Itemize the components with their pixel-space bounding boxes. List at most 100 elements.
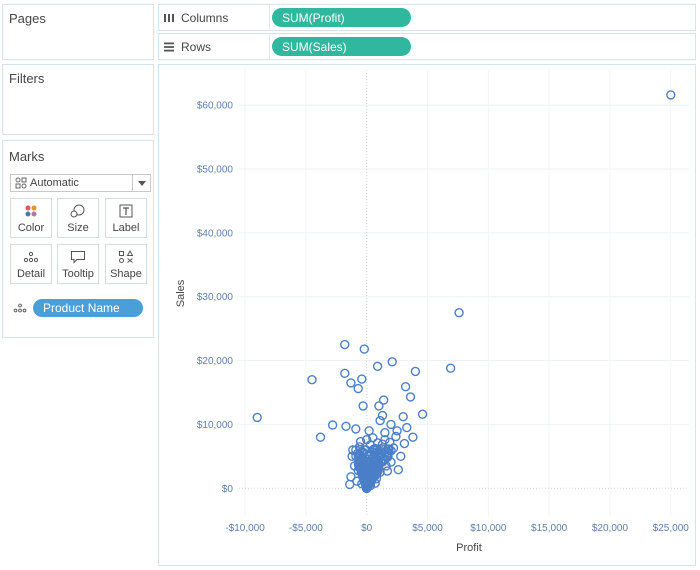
rows-label: Rows — [181, 40, 212, 54]
scatter-point[interactable] — [346, 378, 356, 388]
pages-card[interactable]: Pages — [2, 4, 154, 60]
scatter-point[interactable] — [398, 412, 408, 422]
scatter-point[interactable] — [252, 412, 262, 423]
mark-type-value: Automatic — [30, 177, 79, 189]
scatter-point[interactable] — [351, 424, 361, 434]
rows-icon — [164, 42, 174, 52]
scatter-point[interactable] — [391, 431, 401, 442]
scatter-point[interactable] — [370, 478, 380, 488]
automatic-icon — [15, 177, 27, 189]
size-button[interactable]: Size — [57, 198, 99, 238]
scatter-point[interactable] — [378, 395, 389, 405]
marks-title: Marks — [9, 149, 45, 164]
scatter-point[interactable] — [402, 422, 412, 433]
sum-sales-pill[interactable]: SUM(Sales) — [272, 37, 411, 56]
scatter-point[interactable] — [365, 481, 376, 491]
scatter-point[interactable] — [355, 456, 366, 467]
scatter-point[interactable] — [359, 344, 370, 354]
scatter-point[interactable] — [340, 339, 350, 350]
mark-type-dropdown[interactable]: Automatic — [10, 174, 151, 192]
scatter-point[interactable] — [388, 443, 399, 453]
columns-shelf-label-group: Columns — [163, 11, 228, 25]
scatter-point[interactable] — [380, 435, 390, 445]
scatter-point[interactable] — [358, 459, 368, 469]
rows-shelf[interactable]: Rows SUM(Sales) — [158, 33, 696, 60]
shape-button[interactable]: Shape — [105, 244, 147, 284]
y-tick-label: $10,000 — [197, 420, 234, 431]
zero-lines — [239, 70, 689, 517]
scatter-point[interactable] — [393, 465, 404, 475]
filters-card[interactable]: Filters — [2, 64, 154, 135]
scatter-point[interactable] — [364, 465, 374, 476]
detail-button[interactable]: Detail — [10, 244, 52, 284]
scatter-point[interactable] — [372, 361, 383, 371]
columns-shelf[interactable]: Columns SUM(Profit) — [158, 4, 696, 31]
scatter-point[interactable] — [353, 383, 363, 394]
data-points[interactable] — [252, 90, 676, 493]
product-name-pill[interactable]: Product Name — [33, 299, 143, 317]
y-tick-label: $20,000 — [197, 356, 234, 367]
scatter-point[interactable] — [374, 401, 384, 411]
x-tick-label: $25,000 — [653, 523, 690, 534]
scatter-point[interactable] — [408, 432, 418, 442]
label-button[interactable]: Label — [105, 198, 147, 238]
scatter-point[interactable] — [340, 368, 350, 378]
x-axis-ticks: -$10,000 -$5,000 $0 $5,000 $10,000 $15,000 $20… — [225, 523, 689, 534]
scatter-point[interactable] — [355, 436, 366, 447]
scatter-point[interactable] — [361, 435, 372, 445]
color-button[interactable]: Color — [10, 198, 52, 238]
scatter-point[interactable] — [387, 357, 397, 367]
scatter-point[interactable] — [341, 421, 351, 431]
x-tick-label: $0 — [361, 523, 373, 534]
x-tick-label: -$10,000 — [225, 523, 265, 534]
scatter-point[interactable] — [400, 382, 411, 392]
scatter-point[interactable] — [396, 451, 406, 461]
scatter-point[interactable] — [307, 375, 317, 385]
scatter-point[interactable] — [410, 366, 421, 377]
y-tick-label: $40,000 — [197, 228, 234, 239]
scatter-point[interactable] — [377, 410, 388, 421]
y-tick-label: $30,000 — [197, 292, 234, 303]
scatter-point[interactable] — [351, 445, 361, 455]
tooltip-button[interactable]: Tooltip — [57, 244, 99, 284]
scatter-point[interactable] — [353, 465, 363, 476]
scatter-point[interactable] — [358, 401, 368, 411]
scatter-point[interactable] — [417, 409, 428, 419]
scatter-point[interactable] — [405, 392, 416, 402]
rows-shelf-label-group: Rows — [163, 40, 211, 54]
scatter-point[interactable] — [374, 452, 384, 462]
x-tick-label: $15,000 — [531, 523, 568, 534]
scatter-point[interactable] — [380, 428, 390, 438]
y-axis-ticks: $0 $10,000 $20,000 $30,000 $40,000 $50,000 $60… — [197, 101, 234, 495]
scatter-point[interactable] — [454, 307, 464, 318]
scatter-point[interactable] — [666, 90, 676, 100]
scatter-point[interactable] — [352, 476, 362, 486]
marks-card: Marks Automatic Color — [2, 140, 154, 338]
scatter-plot[interactable]: $0 $10,000 $20,000 $30,000 $40,000 $50,000 $60… — [159, 65, 695, 565]
scatter-point[interactable] — [327, 420, 338, 430]
detail-label: Detail — [16, 268, 46, 280]
scatter-point[interactable] — [377, 439, 388, 449]
scatter-point[interactable] — [375, 415, 385, 426]
scatter-point[interactable] — [445, 363, 456, 373]
chevron-down-icon[interactable] — [132, 175, 150, 191]
pages-title: Pages — [9, 11, 46, 26]
shelf-divider — [269, 34, 270, 59]
shelf-divider — [269, 5, 270, 30]
scatter-point[interactable] — [392, 426, 402, 436]
detail-field-row: Product Name — [13, 299, 143, 317]
scatter-point[interactable] — [382, 466, 393, 476]
detail-field-icon — [13, 303, 27, 313]
view-area[interactable]: $0 $10,000 $20,000 $30,000 $40,000 $50,000 $60… — [158, 64, 696, 566]
sum-profit-pill[interactable]: SUM(Profit) — [272, 8, 411, 27]
scatter-point[interactable] — [364, 426, 374, 436]
scatter-point[interactable] — [315, 432, 326, 442]
scatter-point[interactable] — [386, 419, 396, 430]
columns-label: Columns — [181, 11, 229, 25]
x-tick-label: $10,000 — [470, 523, 507, 534]
y-axis-title: Sales — [175, 279, 187, 307]
scatter-point[interactable] — [357, 374, 367, 384]
scatter-point[interactable] — [386, 457, 396, 467]
scatter-point[interactable] — [399, 438, 410, 449]
scatter-point[interactable] — [357, 479, 367, 489]
